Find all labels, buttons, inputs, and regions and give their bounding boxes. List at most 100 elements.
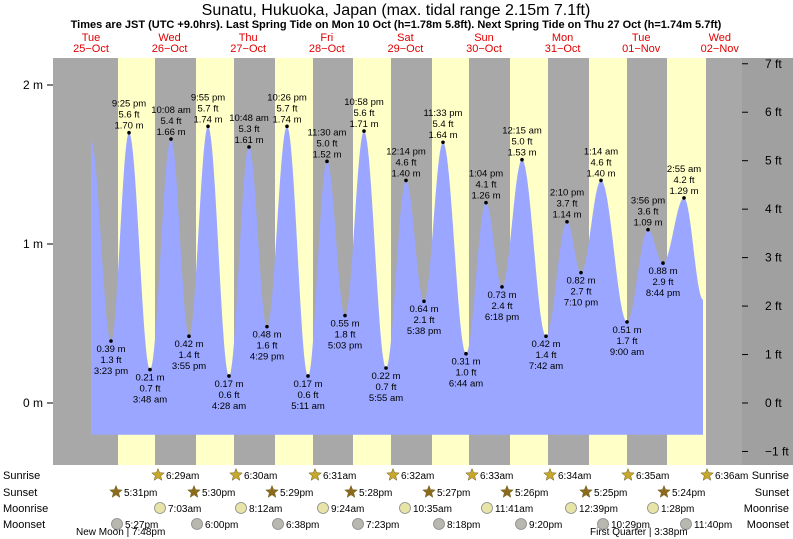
sunrise-icon (465, 467, 479, 481)
tide-metres: 0.73 m (487, 290, 516, 301)
tide-point (682, 196, 686, 200)
moonset-time: 6:00pm (205, 520, 238, 531)
tide-feet: 4.6 ft (590, 157, 611, 168)
tide-point (384, 366, 388, 370)
tide-metres: 1.61 m (234, 135, 263, 146)
tide-feet: 1.0 ft (455, 368, 476, 379)
tide-metres: 1.74 m (272, 114, 301, 125)
moonrise-time: 11:41am (495, 504, 533, 515)
row-label-right: Moonrise (744, 503, 789, 515)
tide-feet: 0.7 ft (375, 382, 396, 393)
day-name: Tue (632, 32, 651, 44)
tide-area (91, 126, 703, 435)
sunrise-time: 6:29am (166, 471, 199, 482)
tide-point (148, 367, 152, 372)
tide-point (206, 124, 210, 129)
day-date: 27−Oct (230, 43, 266, 55)
sunrise-icon (543, 467, 557, 481)
sunset-time: 5:24pm (672, 488, 705, 499)
moonset-icon (597, 518, 609, 530)
tide-feet: 5.6 ft (118, 110, 139, 121)
moonset-icon (433, 518, 445, 530)
moonrise-icon (481, 502, 493, 514)
tide-feet: 2.1 ft (413, 315, 434, 326)
tide-time: 3:23 pm (94, 366, 128, 377)
row-label-left: Sunset (3, 487, 37, 499)
tide-point (404, 178, 408, 183)
tide-time: 5:03 pm (328, 341, 362, 352)
tide-feet: 0.6 ft (218, 390, 239, 401)
right-tick-label: 0 ft (765, 396, 782, 410)
left-tick-label: 0 m (23, 396, 43, 410)
moonrise-icon (399, 502, 411, 514)
tide-time: 3:48 am (133, 395, 167, 406)
moonset-time: 6:38pm (286, 520, 319, 531)
tide-time: 11:30 am (308, 127, 347, 138)
day-date: 02−Nov (701, 43, 740, 55)
tide-time: 9:00 am (610, 347, 644, 358)
sunset-icon (657, 484, 671, 498)
tide-metres: 1.74 m (193, 114, 222, 125)
moonset-time: 8:18pm (447, 520, 480, 531)
tide-feet: 0.6 ft (297, 390, 318, 401)
moonset-time: 5:27pm (125, 520, 158, 531)
tide-metres: 0.88 m (648, 266, 677, 277)
tide-metres: 0.22 m (371, 371, 400, 382)
tide-time: 7:42 am (529, 361, 563, 372)
sunset-time: 5:30pm (202, 488, 235, 499)
tide-feet: 2.9 ft (652, 277, 673, 288)
row-label-right: Sunrise (752, 470, 789, 482)
sunset-icon (344, 484, 358, 498)
tide-metres: 1.09 m (633, 218, 662, 229)
day-name: Wed (158, 32, 180, 44)
sunset-icon (422, 484, 436, 498)
row-label-left: Sunrise (3, 470, 40, 482)
moonrise-icon (647, 502, 659, 514)
tide-point (565, 219, 569, 224)
tide-time: 9:25 pm (112, 99, 146, 110)
tide-time: 6:18 pm (485, 312, 519, 323)
tide-feet: 3.7 ft (556, 199, 577, 210)
tide-point (187, 334, 191, 339)
tide-feet: 5.4 ft (432, 119, 453, 130)
tide-point (579, 270, 583, 275)
tide-point (484, 200, 488, 205)
sunrise-time: 6:34am (558, 471, 591, 482)
right-tick-label: 3 ft (765, 251, 782, 265)
tide-feet: 4.1 ft (475, 180, 496, 191)
sunset-icon (265, 484, 279, 498)
tide-metres: 0.55 m (330, 319, 359, 330)
sunrise-time: 6:30am (244, 471, 277, 482)
tide-metres: 0.31 m (451, 357, 480, 368)
moonset-time: 11:40pm (694, 520, 732, 531)
tide-time: 1:04 pm (469, 169, 503, 180)
tide-feet: 5.6 ft (353, 108, 374, 119)
tide-time: 8:44 pm (646, 288, 680, 299)
tide-point (661, 261, 665, 265)
left-tick-label: 1 m (23, 237, 43, 251)
sunset-time: 5:25pm (594, 488, 627, 499)
tide-metres: 0.82 m (566, 276, 595, 287)
sunset-time: 5:29pm (280, 488, 313, 499)
tide-point (500, 285, 504, 289)
sunrise-icon (386, 467, 400, 481)
tide-metres: 1.70 m (114, 121, 143, 132)
tide-point (247, 145, 251, 149)
sunset-icon (109, 484, 123, 498)
day-name: Thu (239, 32, 258, 44)
sunset-icon (579, 484, 593, 498)
tide-time: 10:48 am (229, 113, 269, 124)
tide-metres: 1.52 m (312, 149, 341, 160)
moonrise-icon (154, 502, 166, 514)
moonrise-time: 9:24am (331, 504, 364, 515)
tide-curve (91, 126, 703, 435)
tide-metres: 0.17 m (214, 379, 243, 390)
chart-subtitle: Times are JST (UTC +9.0hrs). Last Spring… (71, 19, 722, 31)
tide-point (169, 137, 173, 141)
sunset-time: 5:27pm (437, 488, 470, 499)
tide-point (227, 374, 231, 378)
tide-time: 11:33 pm (424, 108, 463, 119)
day-name: Sat (397, 32, 414, 44)
sunrise-time: 6:36am (715, 471, 748, 482)
tide-point (625, 320, 629, 324)
